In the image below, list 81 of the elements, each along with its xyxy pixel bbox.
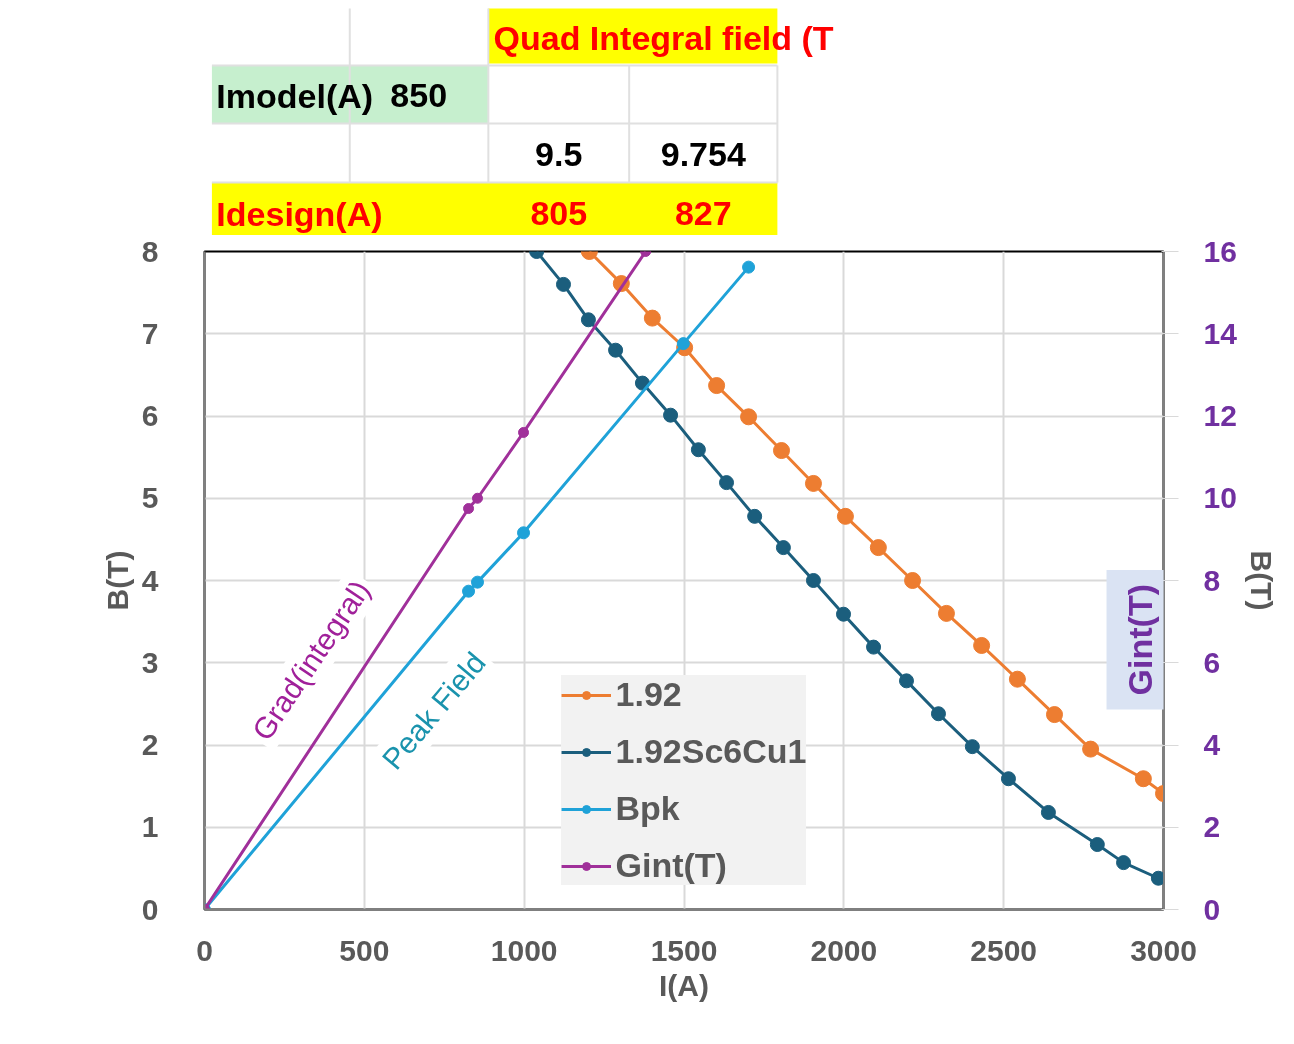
point (869, 539, 887, 557)
point (708, 377, 726, 395)
x-tick-label: 0 (196, 933, 213, 967)
text: B(T) (1244, 550, 1278, 611)
y2-tick-label: 14 (1203, 316, 1238, 350)
y2-tick-label: 0 (1203, 892, 1221, 926)
y-tick-label: 1 (141, 810, 159, 844)
point (742, 260, 756, 274)
y-tick-label: 4 (141, 563, 159, 597)
point (1134, 770, 1152, 788)
x-tick-label: 500 (339, 933, 390, 967)
point (518, 426, 530, 438)
legend-label: 1.92 (615, 675, 682, 714)
point (775, 540, 791, 556)
point (1116, 855, 1132, 871)
point (805, 573, 821, 588)
point (973, 636, 991, 654)
x-tick-label: 1500 (650, 933, 718, 967)
point (690, 442, 706, 458)
point (1082, 740, 1100, 758)
y-tick-label: 2 (141, 728, 159, 761)
point (930, 706, 946, 722)
point (676, 337, 690, 351)
point (964, 739, 980, 755)
point (747, 508, 763, 524)
point (463, 503, 475, 515)
x-tick-label: 3000 (1130, 933, 1197, 967)
point (773, 442, 790, 460)
text: Idesign(A) (216, 194, 383, 233)
point (1008, 670, 1026, 688)
y-tick-label: 3 (141, 645, 159, 679)
point (608, 342, 624, 358)
y-axis-title: B(T) (100, 550, 134, 611)
point (517, 526, 531, 540)
point (472, 492, 483, 504)
point (1000, 771, 1016, 787)
text: 9.5 (535, 135, 583, 173)
legend-label: Bpk (615, 789, 680, 828)
point (836, 507, 854, 525)
y2-tick-label: 10 (1203, 481, 1237, 515)
text: 805 (530, 194, 588, 232)
point (904, 572, 922, 589)
text: 9.754 (660, 135, 746, 173)
point (471, 575, 484, 589)
y-tick-label: 0 (141, 892, 159, 926)
point (462, 584, 476, 598)
point (1040, 804, 1056, 820)
legend-label: Gint(T) (615, 846, 727, 885)
text: Imodel(A) (216, 76, 374, 115)
point (836, 606, 852, 622)
point (719, 475, 735, 491)
text: 850 (390, 76, 448, 114)
point (898, 673, 914, 689)
point (643, 309, 661, 327)
point (740, 408, 758, 426)
y2-tick-label: 6 (1203, 645, 1221, 679)
y-tick-label: 5 (141, 481, 159, 515)
point (663, 407, 679, 423)
y-tick-label: 6 (141, 399, 159, 432)
x-tick-label: 2500 (970, 933, 1038, 967)
point (804, 474, 822, 492)
y2-tick-label: 12 (1203, 399, 1237, 432)
y-tick-label: 8 (141, 234, 159, 268)
point (1150, 870, 1164, 886)
point (1089, 837, 1105, 853)
point (555, 276, 571, 292)
y2-tick-label: 16 (1203, 234, 1237, 268)
point (937, 604, 955, 622)
x-tick-label: 2000 (810, 933, 878, 967)
x-tick-label: 1000 (490, 933, 558, 967)
y-tick-label: 7 (141, 316, 159, 350)
x-axis-title: I(A) (659, 968, 709, 1002)
point (1045, 706, 1063, 724)
y2-tick-label: 4 (1203, 728, 1221, 761)
y2-axis-title: Gint(T) (1120, 584, 1159, 696)
text: 827 (674, 194, 732, 232)
legend-label: 1.92Sc6Cu1 (615, 732, 807, 771)
y2-tick-label: 2 (1203, 810, 1221, 844)
y2-tick-label: 8 (1203, 563, 1221, 597)
point (866, 639, 882, 655)
point (580, 312, 596, 328)
